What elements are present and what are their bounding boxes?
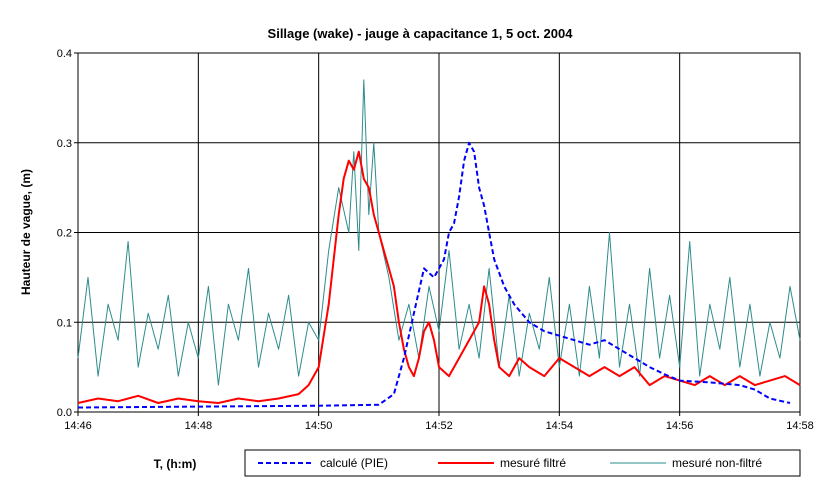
y-axis-title: Hauteur de vague, (m) bbox=[19, 169, 33, 295]
series-layer bbox=[77, 79, 801, 409]
series-line-calcule-pie bbox=[77, 141, 791, 409]
x-tick-label: 14:54 bbox=[546, 420, 574, 432]
series-line-mesure-non-filtre bbox=[77, 79, 801, 386]
legend-label: mesuré non-filtré bbox=[672, 456, 762, 470]
x-tick-labels: 14:46 14:48 14:50 14:52 14:54 14:56 14:58 bbox=[64, 420, 814, 432]
legend-label: mesuré filtré bbox=[500, 456, 566, 470]
x-tick-label: 14:58 bbox=[786, 420, 814, 432]
grid bbox=[74, 52, 801, 416]
chart-title: Sillage (wake) - jauge à capacitance 1, … bbox=[268, 26, 574, 41]
y-tick-label: 0.0 bbox=[57, 407, 72, 419]
x-tick-label: 14:46 bbox=[64, 420, 92, 432]
x-tick-label: 14:48 bbox=[185, 420, 213, 432]
y-tick-labels: 0.0 0.1 0.2 0.3 0.4 bbox=[57, 48, 72, 419]
x-tick-label: 14:52 bbox=[425, 420, 453, 432]
y-tick-label: 0.2 bbox=[57, 228, 72, 240]
y-tick-label: 0.4 bbox=[57, 48, 72, 60]
legend-frame bbox=[244, 449, 801, 477]
x-tick-label: 14:56 bbox=[666, 420, 694, 432]
y-tick-label: 0.1 bbox=[57, 317, 72, 329]
x-axis-title: T, (h:m) bbox=[154, 457, 197, 471]
series-line-mesure-filtre bbox=[77, 150, 801, 404]
legend: calculé (PIE) mesuré filtré mesuré non-fil… bbox=[244, 449, 801, 477]
legend-label: calculé (PIE) bbox=[320, 456, 388, 470]
y-tick-label: 0.3 bbox=[57, 138, 72, 150]
x-tick-label: 14:50 bbox=[305, 420, 333, 432]
